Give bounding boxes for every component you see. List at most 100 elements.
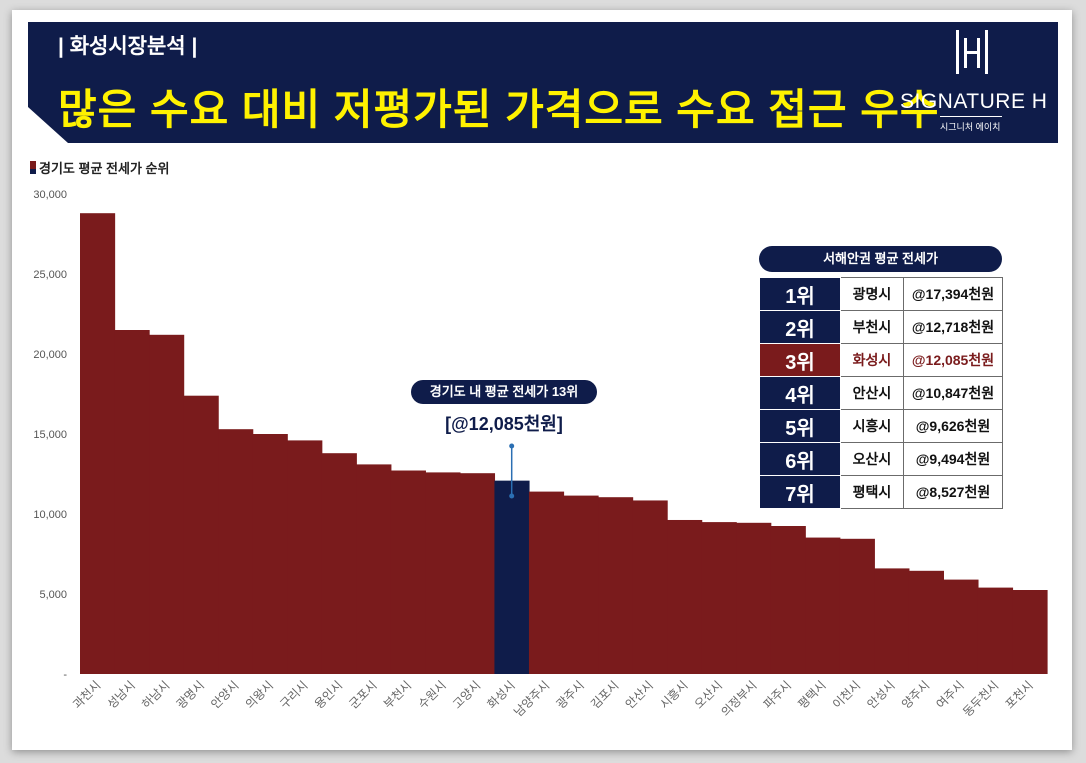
x-tick-label: 동두천시	[959, 678, 1001, 720]
ranking-row: 6위 오산시 @9,494천원	[759, 442, 1003, 476]
bar	[977, 587, 1014, 674]
x-tick-label: 부천시	[380, 678, 414, 712]
x-tick-label: 김포시	[588, 678, 621, 711]
rank-cell: 1위	[759, 277, 841, 311]
x-tick-label: 안산시	[623, 678, 656, 711]
ranking-row: 3위 화성시 @12,085천원	[759, 343, 1003, 377]
bar	[390, 470, 426, 674]
x-tick-label: 평택시	[795, 678, 828, 711]
bar	[943, 579, 979, 674]
x-tick-label: 수원시	[415, 678, 448, 711]
rank-cell: 6위	[759, 442, 841, 476]
city-cell: 오산시	[840, 442, 904, 476]
value-cell: @8,527천원	[903, 475, 1003, 509]
value-cell: @17,394천원	[903, 277, 1003, 311]
bar	[218, 429, 254, 674]
x-tick-label: 광주시	[554, 678, 587, 711]
x-tick-label: 고양시	[450, 678, 483, 711]
y-tick-label: 25,000	[33, 269, 67, 281]
chart-legend: 경기도 평균 전세가 순위	[30, 158, 169, 177]
value-cell: @12,718천원	[903, 310, 1003, 344]
bar	[563, 495, 599, 674]
leader-dot	[509, 443, 515, 449]
bar	[287, 440, 323, 674]
logo-wordmark: SIGNATURE H	[900, 90, 1048, 113]
y-axis: - 5,000 10,000 15,000 20,000 25,000 30,000	[33, 189, 67, 681]
bars	[80, 213, 1048, 674]
highlight-marker	[509, 443, 515, 499]
x-tick-label: 포천시	[1002, 678, 1036, 712]
ranking-row: 2위 부천시 @12,718천원	[759, 310, 1003, 344]
bar	[839, 538, 875, 674]
x-tick-label: 이천시	[829, 678, 863, 712]
signature-h-logo-icon	[956, 30, 988, 74]
bar	[425, 472, 461, 674]
y-tick-label: 10,000	[33, 509, 67, 521]
y-tick-label: 30,000	[33, 189, 67, 201]
x-tick-label: 광명시	[174, 678, 207, 711]
x-tick-label: 안성시	[864, 678, 897, 711]
bar	[321, 453, 357, 674]
x-tick-label: 안양시	[208, 678, 241, 711]
annotation-value: [@12,085천원]	[445, 414, 563, 434]
rank-cell: 5위	[759, 409, 841, 443]
bar	[598, 497, 634, 674]
x-tick-label: 남양주시	[511, 678, 552, 719]
headline: 많은 수요 대비 저평가된 가격으로 수요 접근 우수	[58, 86, 940, 133]
x-axis: 과천시 성남시 하남시 광명시 안양시 의왕시 구리시 용인시 군포시 부천시 수원시 고양시 화성시남…	[69, 678, 1035, 720]
logo-divider	[940, 116, 1002, 117]
x-tick-label: 성남시	[105, 678, 138, 711]
y-tick-label: 5,000	[39, 589, 67, 601]
ranking-row: 1위 광명시 @17,394천원	[759, 277, 1003, 311]
logo-subtitle: 시그니처 에이치	[940, 122, 1001, 132]
ranking-row: 4위 안산시 @10,847천원	[759, 376, 1003, 410]
bar	[736, 522, 772, 674]
bar	[1012, 590, 1048, 674]
bar	[528, 491, 565, 674]
rank-cell: 7위	[759, 475, 841, 509]
bar	[805, 537, 841, 674]
y-tick-label: -	[63, 669, 67, 681]
annotation-label: 경기도 내 평균 전세가 13위	[411, 380, 597, 404]
city-cell: 광명시	[840, 277, 904, 311]
bar	[667, 519, 703, 674]
value-cell: @12,085천원	[903, 343, 1003, 377]
city-cell: 안산시	[840, 376, 904, 410]
x-tick-label: 용인시	[312, 678, 345, 711]
bar	[632, 500, 668, 674]
value-cell: @9,626천원	[903, 409, 1003, 443]
leader-dot	[509, 493, 515, 499]
section-tag: | 화성시장분석 |	[58, 35, 198, 58]
bar	[356, 464, 392, 674]
x-tick-label: 시흥시	[657, 678, 690, 711]
legend-label: 경기도 평균 전세가 순위	[39, 161, 170, 176]
value-cell: @9,494천원	[903, 442, 1003, 476]
bar	[770, 526, 806, 674]
y-tick-label: 20,000	[33, 349, 67, 361]
ranking-table-title: 서해안권 평균 전세가	[759, 246, 1002, 272]
legend-swatch	[30, 161, 36, 174]
bar	[252, 434, 288, 674]
city-cell: 시흥시	[840, 409, 904, 443]
city-cell: 화성시	[840, 343, 904, 377]
bar-highlight	[494, 480, 530, 674]
city-cell: 평택시	[840, 475, 904, 509]
rank-cell: 4위	[759, 376, 841, 410]
ranking-row: 7위 평택시 @8,527천원	[759, 475, 1003, 509]
x-tick-label: 하남시	[139, 678, 172, 711]
bar	[149, 334, 185, 674]
x-tick-label: 구리시	[277, 678, 310, 711]
city-cell: 부천시	[840, 310, 904, 344]
ranking-row: 5위 시흥시 @9,626천원	[759, 409, 1003, 443]
rank-cell: 2위	[759, 310, 841, 344]
x-tick-label: 파주시	[761, 678, 794, 711]
x-tick-label: 과천시	[69, 678, 103, 712]
bar	[701, 522, 737, 674]
bar	[874, 568, 910, 674]
y-tick-label: 15,000	[33, 429, 67, 441]
bar	[908, 570, 944, 674]
header-banner	[28, 22, 1058, 143]
rank-cell: 3위	[759, 343, 841, 377]
value-cell: @10,847천원	[903, 376, 1003, 410]
